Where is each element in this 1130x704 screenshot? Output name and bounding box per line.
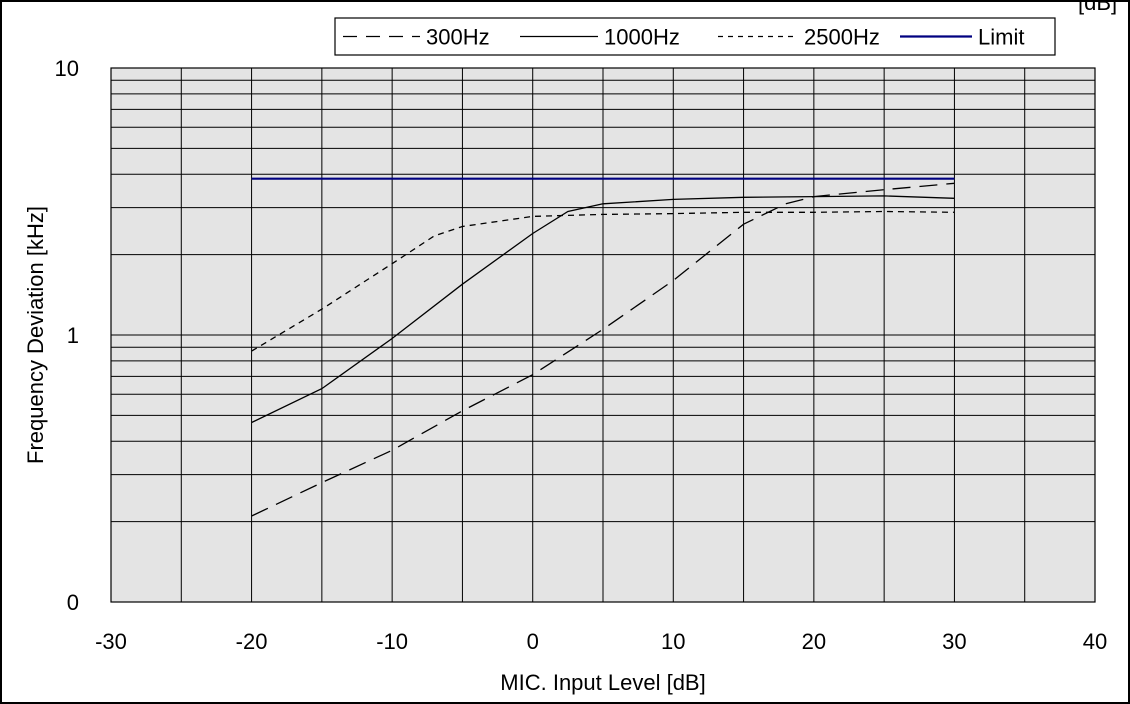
series-line-300hz xyxy=(251,182,955,517)
legend: 300Hz 1000Hz 2500Hz Limit xyxy=(334,17,1056,56)
series-line-2500hz xyxy=(251,210,955,352)
legend-label-limit: Limit xyxy=(978,25,1024,50)
y-tick-label: 1 xyxy=(67,323,79,348)
x-axis-title: MIC. Input Level [dB] xyxy=(500,670,705,695)
y-tick-label: 10 xyxy=(55,56,79,81)
legend-label-1000hz: 1000Hz xyxy=(604,25,680,50)
x-tick-label: -20 xyxy=(236,629,268,654)
y-tick-label: 0 xyxy=(67,590,79,615)
plot-border xyxy=(110,67,1096,603)
x-tick-label: 40 xyxy=(1083,629,1107,654)
x-tick-label: 0 xyxy=(527,629,539,654)
legend-label-300hz: 300Hz xyxy=(426,25,490,50)
plot-area xyxy=(110,67,1096,603)
x-tick-label: 30 xyxy=(942,629,966,654)
x-tick-label: 10 xyxy=(661,629,685,654)
y-axis-title: Frequency Deviation [kHz] xyxy=(23,206,48,464)
corner-unit-label: [dB] xyxy=(1078,0,1117,15)
legend-label-2500hz: 2500Hz xyxy=(804,25,880,50)
series-line-1000hz xyxy=(251,195,955,424)
x-tick-label: 20 xyxy=(802,629,826,654)
x-tick-label: -10 xyxy=(376,629,408,654)
x-tick-label: -30 xyxy=(95,629,127,654)
